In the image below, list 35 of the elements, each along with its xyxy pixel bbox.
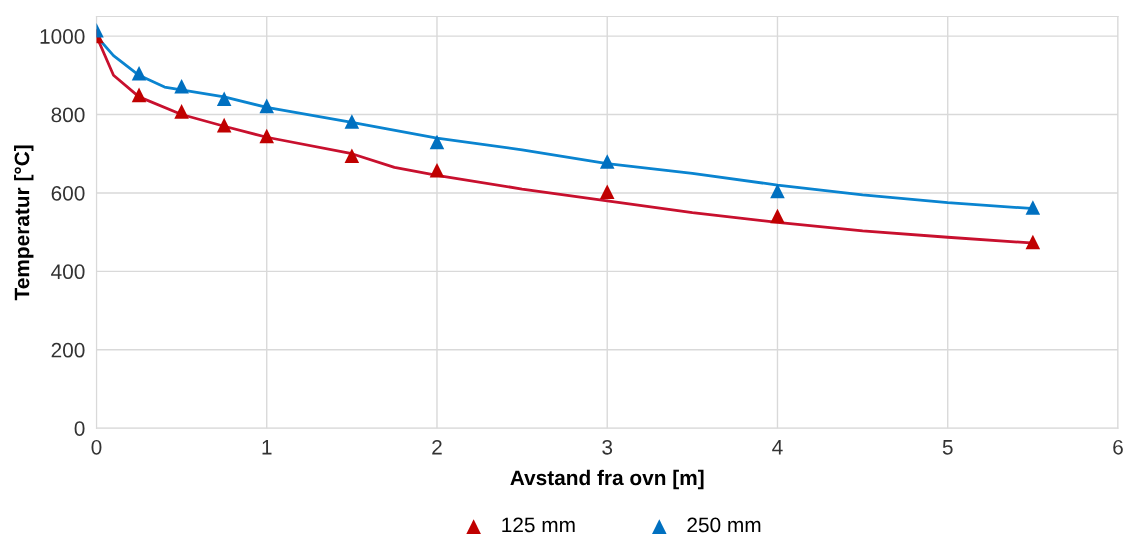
point xyxy=(344,148,360,163)
point xyxy=(1025,234,1041,250)
x-tick-label: 1 xyxy=(262,440,272,455)
point xyxy=(429,162,445,178)
point xyxy=(599,184,615,200)
legend-label: 250 mm xyxy=(687,517,761,533)
y-tick-label: 0 xyxy=(74,421,85,436)
point xyxy=(131,66,147,81)
x-tick-label: 3 xyxy=(602,439,613,455)
x-axis-title: Avstand fra ovn [m] xyxy=(510,469,704,490)
x-tick-label: 5 xyxy=(942,440,953,455)
point xyxy=(599,154,615,169)
y-tick-label: 400 xyxy=(51,264,85,280)
point xyxy=(429,134,445,150)
point xyxy=(174,78,189,94)
point xyxy=(216,91,232,107)
point xyxy=(174,104,189,119)
y-axis-title: Temperatur [°C] xyxy=(14,145,34,301)
point xyxy=(344,114,360,129)
y-tick-label: 200 xyxy=(51,342,85,358)
x-tick-label: 4 xyxy=(772,440,783,455)
point xyxy=(1025,200,1041,215)
x-tick-label: 2 xyxy=(432,439,442,455)
x-tick-label: 6 xyxy=(1113,439,1123,455)
point xyxy=(770,183,785,199)
y-tick-label: 800 xyxy=(51,107,85,123)
point xyxy=(770,208,785,224)
legend-label: 125 mm xyxy=(502,517,575,533)
y-tick-label: 1000 xyxy=(40,29,85,44)
y-tick-label: 600 xyxy=(51,185,85,201)
point xyxy=(259,128,275,144)
point xyxy=(131,87,147,103)
point xyxy=(259,98,275,114)
point xyxy=(216,117,232,133)
x-tick-label: 0 xyxy=(91,439,102,455)
